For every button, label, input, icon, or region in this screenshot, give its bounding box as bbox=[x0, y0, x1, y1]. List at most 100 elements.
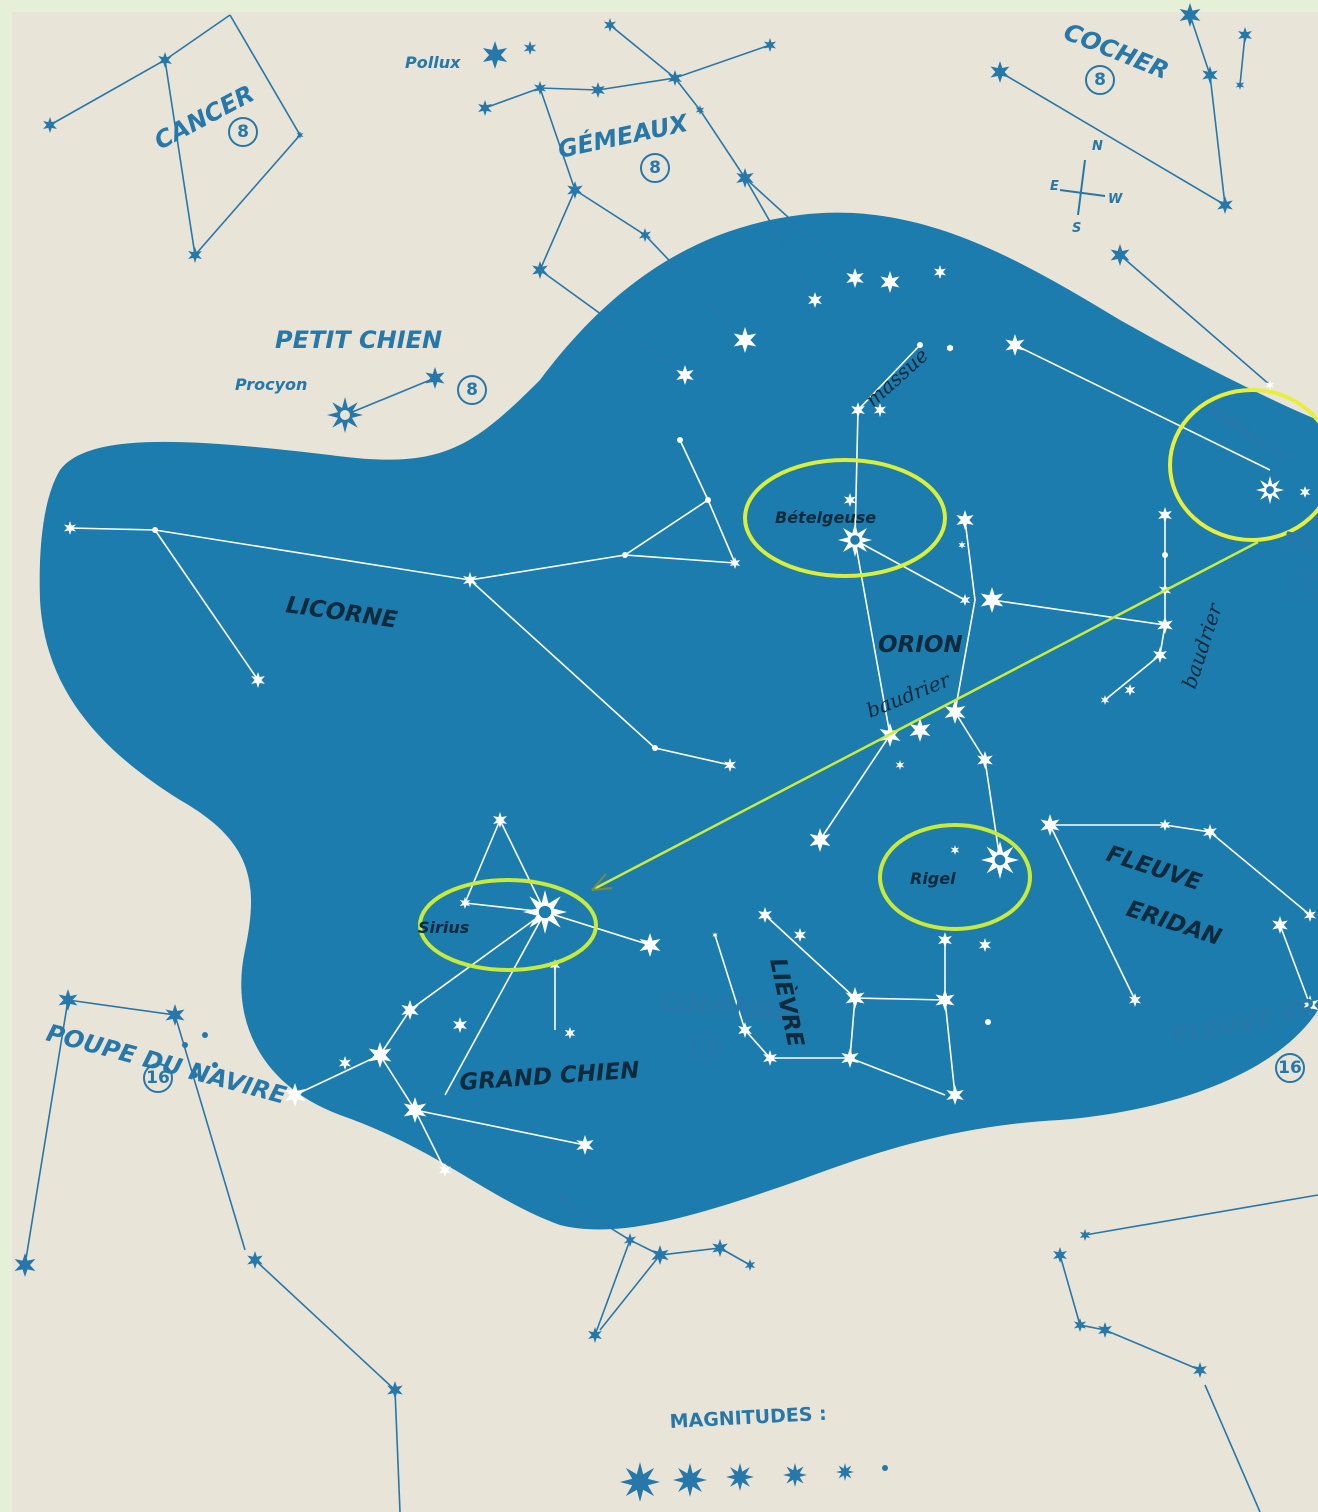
region-label: ORION bbox=[878, 632, 963, 658]
star bbox=[1079, 1229, 1091, 1241]
star bbox=[1202, 66, 1218, 84]
number-circle bbox=[143, 1063, 173, 1093]
constellation-line bbox=[344, 377, 436, 416]
star bbox=[1098, 1322, 1112, 1338]
star bbox=[1272, 916, 1288, 934]
constellation-line bbox=[991, 599, 1166, 626]
star-core bbox=[340, 410, 350, 420]
star bbox=[567, 181, 583, 199]
star-name: Pollux bbox=[405, 53, 461, 72]
constellation-line bbox=[609, 24, 676, 79]
star bbox=[453, 1017, 467, 1033]
star bbox=[1203, 824, 1217, 840]
star bbox=[977, 751, 993, 769]
constellation-line bbox=[674, 77, 856, 279]
star bbox=[880, 271, 900, 293]
constellation-line bbox=[854, 539, 891, 736]
star bbox=[387, 1381, 403, 1399]
number-circle bbox=[1275, 1053, 1305, 1083]
star bbox=[1100, 695, 1110, 705]
constellation-line bbox=[1014, 344, 1271, 471]
number-circle bbox=[457, 375, 487, 405]
star bbox=[482, 41, 508, 69]
constellation-line bbox=[499, 819, 546, 913]
star bbox=[793, 928, 807, 942]
star bbox=[58, 989, 78, 1011]
star bbox=[841, 1048, 859, 1068]
star bbox=[463, 572, 477, 588]
star bbox=[182, 1042, 188, 1048]
chart-number: 7 bbox=[1300, 576, 1312, 596]
star bbox=[933, 265, 947, 279]
constellation-line bbox=[1050, 824, 1311, 916]
number-circle bbox=[228, 117, 258, 147]
star bbox=[368, 1042, 392, 1068]
constellation-line bbox=[1204, 1384, 1261, 1512]
frame bbox=[0, 0, 1318, 12]
star bbox=[958, 541, 966, 549]
star bbox=[1162, 552, 1168, 558]
star bbox=[938, 932, 952, 948]
star bbox=[639, 933, 661, 957]
compass-label: E bbox=[1050, 179, 1059, 194]
star bbox=[576, 1135, 594, 1155]
star-name: Sirius bbox=[418, 918, 469, 937]
star bbox=[1193, 1362, 1207, 1378]
chart-number: 8 bbox=[1094, 70, 1106, 90]
constellation-line bbox=[444, 911, 546, 1096]
constellation-line bbox=[1049, 824, 1136, 1001]
star bbox=[909, 718, 931, 742]
compass: N S E W bbox=[1050, 139, 1123, 236]
star bbox=[808, 292, 822, 308]
star bbox=[1157, 616, 1173, 634]
star bbox=[403, 1097, 427, 1123]
constellation-line bbox=[1059, 1254, 1201, 1371]
star bbox=[591, 82, 605, 98]
star bbox=[1235, 80, 1245, 90]
star bbox=[673, 1463, 707, 1497]
number-circle bbox=[640, 153, 670, 183]
star bbox=[947, 345, 953, 351]
star bbox=[1265, 380, 1275, 390]
star bbox=[1303, 908, 1317, 922]
chart-number: 16 bbox=[695, 1038, 719, 1058]
chart-number: 16 bbox=[1278, 1058, 1302, 1078]
star bbox=[1158, 507, 1172, 523]
constellation-line bbox=[819, 734, 891, 841]
star bbox=[959, 594, 971, 606]
number-circle bbox=[1291, 571, 1318, 601]
star bbox=[638, 228, 652, 242]
star bbox=[564, 1027, 576, 1039]
star bbox=[917, 342, 923, 348]
star bbox=[63, 521, 77, 535]
constellation-line bbox=[1279, 924, 1311, 1006]
frame bbox=[0, 0, 12, 1512]
star bbox=[946, 1085, 964, 1105]
sky-region bbox=[39, 212, 1318, 1230]
star bbox=[1128, 993, 1142, 1007]
star bbox=[873, 403, 887, 417]
star bbox=[980, 587, 1004, 613]
star bbox=[723, 758, 737, 772]
constellation-line bbox=[744, 177, 816, 301]
star bbox=[459, 897, 471, 909]
constellation-line bbox=[854, 409, 859, 541]
constellation-line bbox=[1084, 1194, 1318, 1236]
star bbox=[712, 932, 718, 938]
star-core bbox=[850, 535, 860, 545]
constellation-label: PETIT CHIEN bbox=[275, 326, 442, 354]
star bbox=[712, 1239, 728, 1257]
star bbox=[338, 1056, 352, 1070]
star bbox=[836, 1463, 854, 1481]
constellation-line bbox=[1119, 254, 1271, 386]
star bbox=[676, 365, 694, 385]
star bbox=[202, 1032, 208, 1038]
constellation-line bbox=[764, 914, 956, 1096]
star bbox=[846, 268, 864, 288]
constellation-line bbox=[294, 911, 546, 1096]
compass-axis bbox=[1077, 159, 1086, 216]
number-circle bbox=[692, 1033, 722, 1063]
star bbox=[985, 1019, 991, 1025]
star bbox=[950, 845, 960, 855]
